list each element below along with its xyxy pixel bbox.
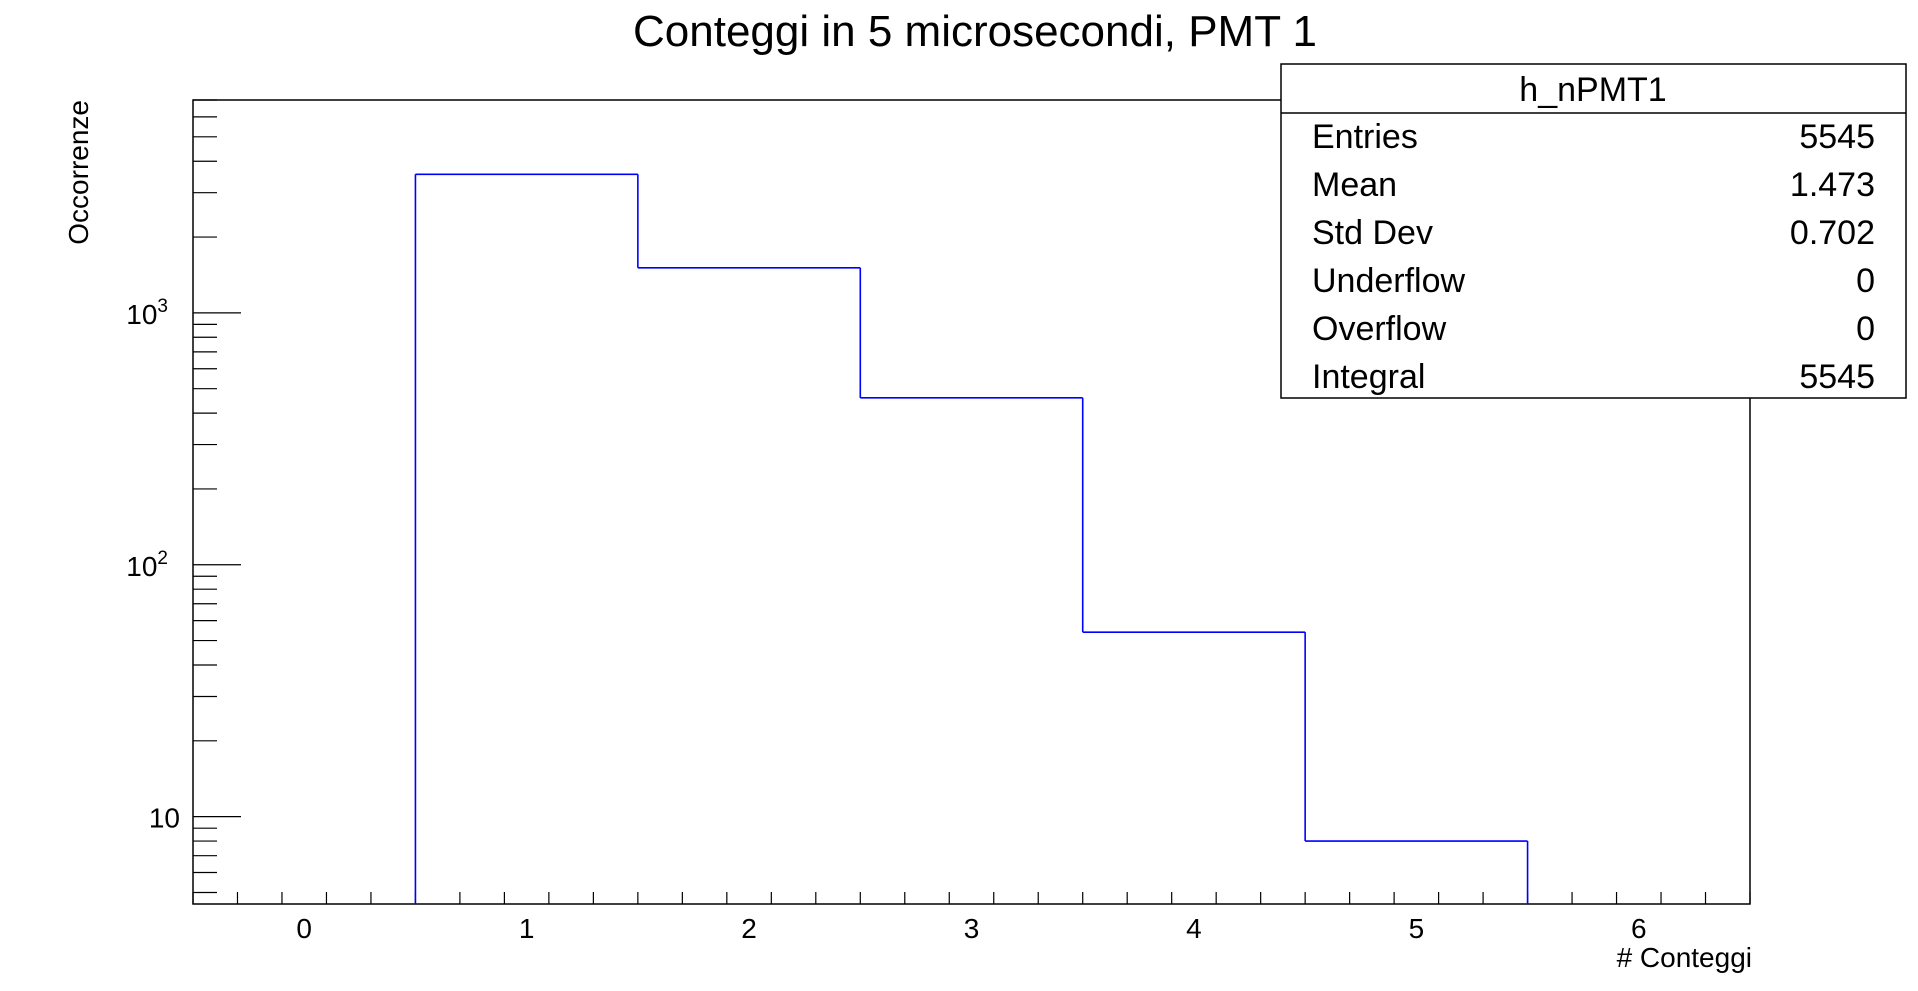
chart-title: Conteggi in 5 microsecondi, PMT 1 [633,7,1317,56]
stats-row-label: Underflow [1312,262,1466,300]
x-axis-label: # Conteggi [1617,942,1752,973]
stats-row-value: 0 [1856,262,1875,300]
stats-row-label: Entries [1312,118,1418,156]
x-tick-label: 0 [296,913,312,944]
stats-row-label: Overflow [1312,310,1447,348]
y-tick-label: 102 [126,548,168,582]
stats-box-name: h_nPMT1 [1519,71,1666,109]
x-tick-label: 2 [741,913,757,944]
stats-row-value: 5545 [1799,358,1875,396]
x-tick-label: 5 [1409,913,1425,944]
stats-row-value: 0.702 [1790,214,1875,252]
y-tick-label: 103 [126,296,168,330]
stats-row-label: Integral [1312,358,1425,396]
x-tick-label: 3 [964,913,980,944]
stats-row-value: 1.473 [1790,166,1875,204]
x-tick-label: 1 [519,913,535,944]
x-tick-label: 4 [1186,913,1202,944]
stats-box: h_nPMT1 Entries 5545 Mean 1.473 Std Dev 0.702… [1280,63,1907,399]
y-axis-label: Occorrenze [63,100,94,245]
x-tick-label: 6 [1631,913,1647,944]
stats-row-label: Mean [1312,166,1397,204]
stats-row-value: 5545 [1799,118,1875,156]
stats-row-value: 0 [1856,310,1875,348]
y-tick-label: 10 [149,803,180,834]
plot-frame [192,99,1751,905]
stats-row-label: Std Dev [1312,214,1433,252]
